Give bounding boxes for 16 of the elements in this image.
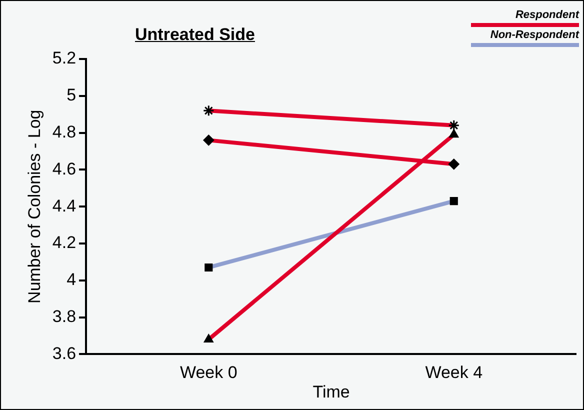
y-tick-label: 5 (66, 86, 76, 105)
y-axis-title: Number of Colonies - Log (24, 110, 44, 304)
y-tick-label: 4.6 (52, 159, 76, 178)
y-tick-label: 4 (66, 270, 76, 290)
y-tick-label: 3.8 (52, 306, 76, 326)
text: Respondent (514, 9, 579, 21)
chart-title: Untreated Side (135, 25, 255, 45)
x-tick-label: Week 4 (425, 363, 483, 382)
text: Non-Respondent (489, 29, 579, 41)
x-axis-title: Time (312, 382, 350, 402)
y-tick-label: 4.4 (52, 196, 76, 216)
y-tick-label: 4.2 (52, 233, 76, 252)
y-tick-label: 5.2 (52, 48, 76, 68)
y-tick-label: 4.8 (52, 122, 76, 142)
y-tick-label: 3.6 (52, 344, 76, 363)
x-tick-label: Week 0 (180, 363, 238, 382)
